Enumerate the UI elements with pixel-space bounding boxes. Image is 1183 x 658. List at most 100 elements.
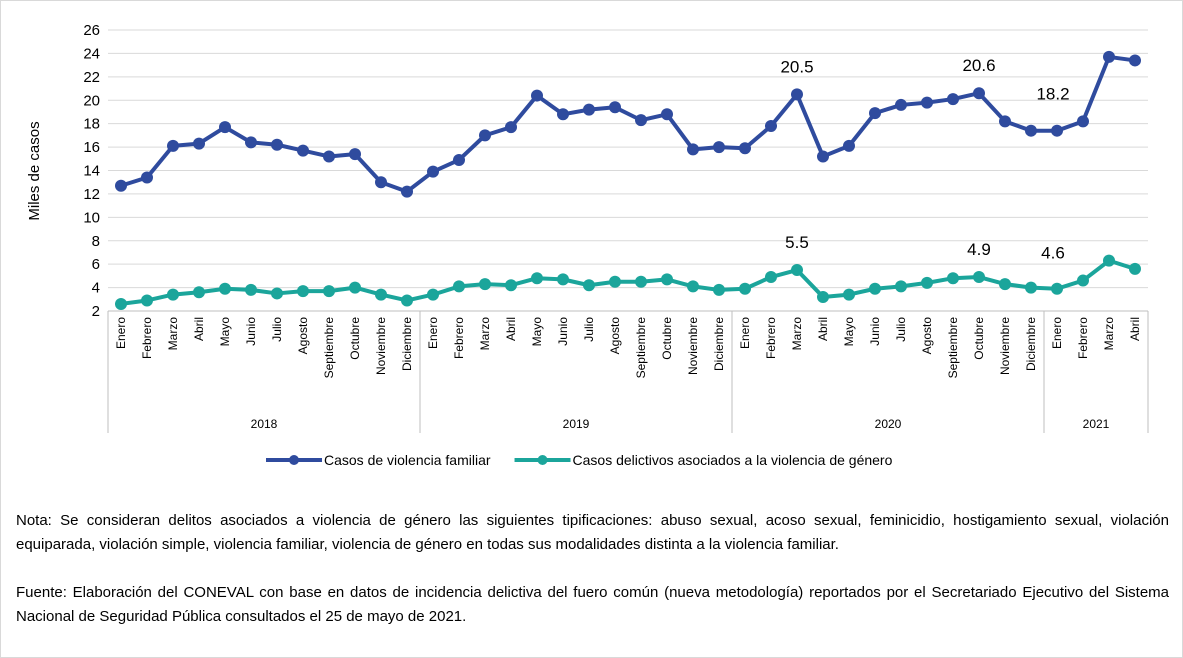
- marker: [713, 141, 725, 154]
- x-tick-label: Julio: [582, 317, 596, 342]
- marker: [375, 288, 387, 301]
- marker: [479, 129, 491, 142]
- marker: [193, 286, 205, 299]
- x-tick-label: Abril: [192, 317, 206, 341]
- marker: [973, 271, 985, 284]
- marker: [349, 148, 361, 161]
- marker: [167, 288, 179, 301]
- x-tick-label: Abril: [816, 317, 830, 341]
- marker: [661, 108, 673, 121]
- marker: [687, 143, 699, 156]
- marker: [531, 89, 543, 102]
- marker: [609, 101, 621, 114]
- x-tick-label: Mayo: [842, 317, 856, 347]
- x-tick-label: Agosto: [608, 317, 622, 355]
- marker: [999, 115, 1011, 128]
- marker: [791, 264, 803, 277]
- marker: [141, 171, 153, 184]
- marker: [791, 88, 803, 101]
- marker: [427, 165, 439, 178]
- series-line: [120, 54, 1136, 194]
- marker: [479, 278, 491, 291]
- marker: [1051, 124, 1063, 137]
- marker: [271, 287, 283, 300]
- group-label: 2021: [1083, 417, 1110, 431]
- x-tick-label: Marzo: [478, 317, 492, 351]
- marker: [505, 121, 517, 134]
- marker: [843, 288, 855, 301]
- y-tick-label: 20: [83, 92, 100, 109]
- legend-label: Casos de violencia familiar: [324, 452, 491, 468]
- marker: [323, 150, 335, 163]
- marker: [557, 273, 569, 286]
- marker: [947, 272, 959, 285]
- x-tick-label: Septiembre: [634, 317, 648, 379]
- marker: [583, 103, 595, 116]
- y-tick-label: 14: [83, 163, 100, 180]
- marker: [1129, 54, 1141, 67]
- data-label: 20.6: [962, 56, 995, 75]
- group-label: 2018: [251, 417, 278, 431]
- marker: [245, 136, 257, 149]
- data-label: 5.5: [785, 233, 809, 252]
- x-tick-label: Diciembre: [1024, 317, 1038, 371]
- marker: [401, 185, 413, 198]
- marker: [635, 275, 647, 288]
- y-tick-label: 10: [83, 209, 100, 226]
- series-line: [120, 258, 1136, 306]
- x-tick-label: Marzo: [166, 317, 180, 351]
- marker: [583, 279, 595, 292]
- marker: [1051, 282, 1063, 295]
- marker: [739, 142, 751, 155]
- marker: [453, 153, 465, 166]
- x-tick-label: Agosto: [920, 317, 934, 355]
- marker: [115, 297, 127, 310]
- marker: [895, 98, 907, 111]
- marker: [271, 138, 283, 151]
- marker: [973, 87, 985, 100]
- marker: [427, 288, 439, 301]
- x-tick-label: Junio: [556, 317, 570, 346]
- x-tick-label: Noviembre: [998, 317, 1012, 375]
- marker: [817, 150, 829, 163]
- x-tick-label: Junio: [244, 317, 258, 346]
- marker: [765, 120, 777, 133]
- marker: [713, 283, 725, 296]
- x-tick-label: Septiembre: [322, 317, 336, 379]
- marker: [375, 176, 387, 189]
- marker: [167, 139, 179, 152]
- marker: [999, 278, 1011, 291]
- x-tick-label: Mayo: [530, 317, 544, 347]
- x-tick-label: Abril: [1128, 317, 1142, 341]
- marker: [557, 108, 569, 121]
- x-tick-label: Marzo: [1102, 317, 1116, 351]
- note: Nota: Se consideran delitos asociados a …: [16, 512, 1169, 553]
- x-tick-label: Junio: [868, 317, 882, 346]
- marker: [1025, 281, 1037, 294]
- y-tick-label: 18: [83, 116, 100, 133]
- marker: [635, 114, 647, 127]
- marker: [297, 285, 309, 298]
- marker: [115, 179, 127, 192]
- marker: [323, 285, 335, 298]
- x-tick-label: Diciembre: [712, 317, 726, 371]
- marker: [401, 294, 413, 307]
- legend-label: Casos delictivos asociados a la violenci…: [573, 452, 893, 468]
- marker: [141, 294, 153, 307]
- legend-marker: [537, 455, 548, 465]
- chart: Miles de casos 2468101214161820222426Ene…: [26, 22, 1149, 468]
- marker: [505, 279, 517, 292]
- x-tick-label: Julio: [270, 317, 284, 342]
- x-tick-label: Enero: [426, 317, 440, 349]
- x-tick-label: Febrero: [140, 317, 154, 359]
- x-tick-label: Julio: [894, 317, 908, 342]
- y-tick-label: 12: [83, 186, 100, 203]
- marker: [531, 272, 543, 285]
- y-tick-label: 4: [92, 280, 100, 297]
- marker: [219, 121, 231, 134]
- marker: [297, 144, 309, 157]
- x-tick-label: Septiembre: [946, 317, 960, 379]
- marker: [869, 282, 881, 295]
- x-tick-label: Febrero: [452, 317, 466, 359]
- marker: [895, 280, 907, 293]
